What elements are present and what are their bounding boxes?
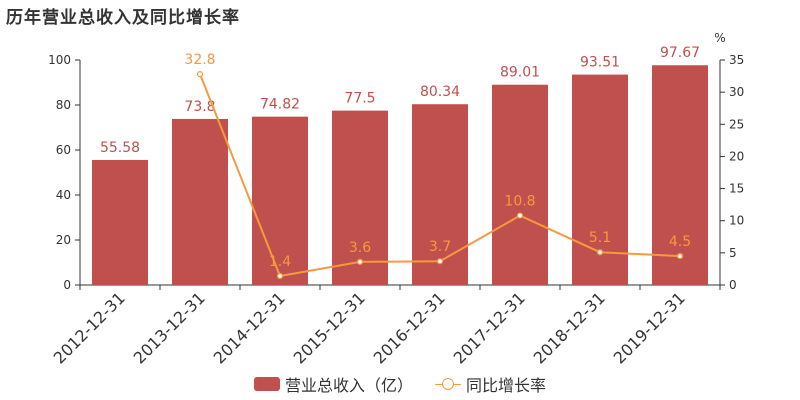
y-right-unit: %: [714, 31, 725, 45]
legend-item-growth[interactable]: 同比增长率: [435, 372, 546, 396]
y-left-tick-label: 40: [56, 188, 71, 202]
bar-value-label: 73.8: [184, 99, 215, 115]
x-tick-label: 2013-12-31: [130, 288, 209, 367]
bar-value-label: 80.34: [420, 84, 460, 100]
bar-value-label: 74.82: [260, 97, 300, 113]
bar-value-label: 93.51: [580, 55, 620, 71]
y-left-tick-label: 60: [56, 143, 71, 157]
line-value-label: 1.4: [269, 254, 291, 270]
x-tick-label: 2012-12-31: [50, 288, 129, 367]
line-value-label: 32.8: [184, 52, 215, 68]
bar-revenue: [492, 84, 548, 285]
y-left-tick-label: 100: [48, 53, 71, 67]
line-point-growth: [196, 71, 204, 78]
line-point-growth: [356, 258, 364, 265]
bar-value-label: 97.67: [660, 45, 700, 61]
bar-revenue: [332, 110, 388, 285]
legend[interactable]: 营业总收入（亿） 同比增长率: [0, 373, 800, 395]
line-point-growth: [436, 258, 444, 265]
line-point-growth: [596, 249, 604, 256]
line-point-growth: [276, 272, 284, 280]
line-value-label: 10.8: [504, 194, 535, 210]
legend-label-revenue: 营业总收入（亿）: [284, 376, 413, 395]
line-value-label: 3.7: [429, 239, 451, 255]
bar-value-label: 89.01: [500, 65, 540, 81]
y-right-tick-label: 25: [729, 117, 744, 131]
x-tick-label: 2017-12-31: [450, 288, 529, 367]
y-right-tick-label: 5: [729, 246, 737, 260]
bar-value-label: 77.5: [344, 91, 375, 107]
y-right-tick-label: 35: [729, 53, 744, 67]
bar-revenue: [92, 159, 148, 285]
legend-bar-swatch: [253, 377, 280, 391]
y-right-tick-label: 10: [729, 214, 744, 228]
y-right-tick-label: 30: [729, 85, 744, 99]
line-point-growth: [516, 212, 524, 219]
x-tick-label: 2014-12-31: [210, 288, 289, 367]
legend-label-growth: 同比增长率: [466, 376, 547, 395]
x-tick-label: 2016-12-31: [370, 288, 449, 367]
bar-revenue: [412, 104, 468, 285]
x-tick-label: 2018-12-31: [530, 288, 609, 367]
y-left-tick-label: 20: [56, 233, 71, 247]
legend-line-swatch: [435, 377, 461, 391]
chart-title: 历年营业总收入及同比增长率: [6, 8, 240, 28]
bar-revenue: [252, 116, 308, 285]
y-right-tick-label: 20: [729, 149, 744, 163]
y-left-tick-label: 0: [63, 278, 71, 292]
bar-revenue: [172, 118, 228, 285]
x-tick-label: 2015-12-31: [290, 288, 369, 367]
line-value-label: 4.5: [669, 234, 691, 250]
line-value-label: 5.1: [589, 230, 611, 246]
legend-item-revenue[interactable]: 营业总收入（亿）: [253, 372, 413, 396]
bar-value-label: 55.58: [100, 140, 140, 156]
y-right-tick-label: 15: [729, 182, 744, 196]
bar-revenue: [652, 65, 708, 286]
line-point-growth: [676, 252, 684, 260]
y-right-tick-label: 0: [729, 278, 737, 292]
line-value-label: 3.6: [349, 240, 371, 256]
x-tick-label: 2019-12-31: [610, 288, 689, 367]
y-left-tick-label: 80: [56, 98, 71, 112]
